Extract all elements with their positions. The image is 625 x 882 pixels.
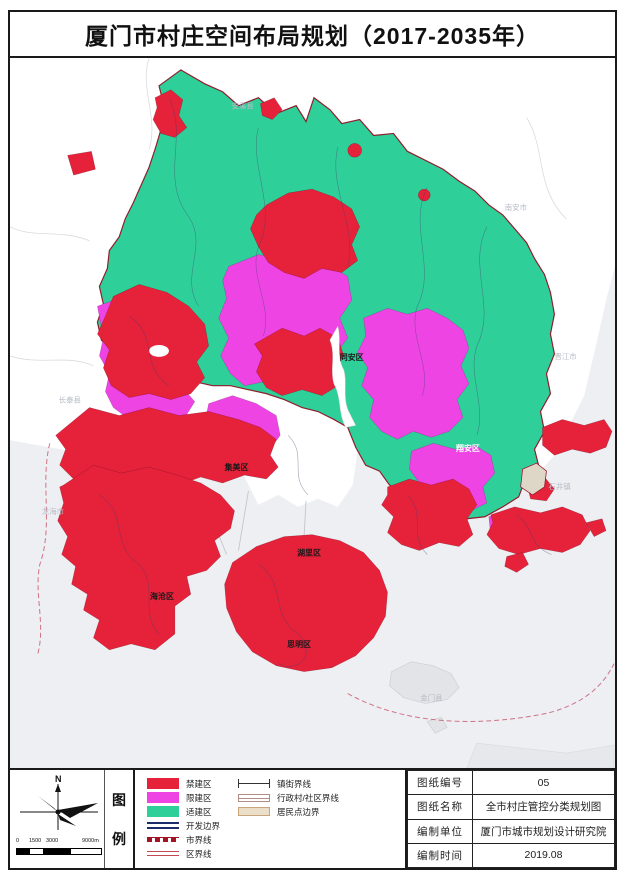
legend-swatch-thin-double-line: [147, 851, 179, 856]
info-row-value: 厦门市城市规划设计研究院: [472, 818, 615, 844]
settlement-patch: [520, 462, 547, 496]
legend-item: 开发边界: [147, 820, 220, 831]
info-row-label: 编制时间: [407, 842, 473, 869]
neighbor-label: 晋江市: [554, 351, 577, 361]
compass-east-lobe: [58, 803, 98, 818]
district-label: 湖里区: [297, 547, 321, 557]
info-row: 编制单位 厦门市城市规划设计研究院: [407, 818, 615, 844]
scale-label: 1500: [29, 838, 42, 844]
legend-item: 区界线: [147, 848, 220, 859]
scale-label: 0: [16, 838, 20, 844]
info-row: 编制时间 2019.08: [407, 842, 615, 869]
legend-label: 市界线: [186, 834, 212, 845]
compass-rose: N: [20, 774, 98, 830]
legend-item: 行政村/社区界线: [238, 792, 339, 803]
legend-box: 禁建区限建区适建区开发边界市界线区界线 镇街界线行政村/社区界线 居民点边界: [135, 770, 407, 868]
scale-label: 9000m: [82, 838, 99, 844]
zone-forbidden-group: [55, 89, 613, 672]
neighbor-admin-lines: [10, 58, 567, 367]
info-row-value: 05: [472, 769, 615, 796]
gray-islands: [389, 661, 615, 768]
city-boundary-dash: [37, 443, 615, 722]
legend-swatch-fill: [147, 806, 179, 817]
info-row-label: 图纸编号: [407, 769, 473, 796]
legend-label: 禁建区: [186, 778, 212, 789]
legend-swatch-tan-rect: [238, 807, 271, 816]
neighbor-label: 长泰县: [59, 395, 82, 405]
admin-boundary-lines: [99, 97, 552, 667]
neighbor-label: 石井镇: [548, 481, 571, 491]
legend-swatch-tick-line: [238, 779, 271, 788]
legend-label: 镇街界线: [277, 778, 312, 789]
plan-sheet: 厦门市村庄空间布局规划（2017-2035年）: [8, 10, 617, 870]
legend-swatch-dash-line: [147, 837, 179, 842]
legend-item: 居民点边界: [238, 806, 339, 817]
neighbor-label: 安溪县: [232, 101, 255, 111]
legend-swatch-double-line: [147, 822, 179, 829]
page-title: 厦门市村庄空间布局规划（2017-2035年）: [85, 23, 540, 49]
info-row-value: 全市村庄管控分类规划图: [472, 794, 615, 820]
river-and-reservoir: [149, 325, 357, 428]
scale-labels: 0 1500 3000 9000m: [16, 838, 100, 846]
district-label: 集美区: [224, 462, 249, 472]
legend-item: 禁建区: [147, 778, 220, 789]
info-row-label: 编制单位: [407, 818, 473, 844]
legend-label: 限建区: [186, 792, 212, 803]
map-area: 同安区翔安区集美区湖里区海沧区思明区 安溪县南安市晋江市长泰县龙海市 石井镇金门县: [10, 58, 615, 768]
compass-nw-lobe: [38, 796, 58, 812]
north-label: N: [55, 774, 62, 784]
info-row: 图纸编号 05: [407, 769, 615, 796]
legend-label: 居民点边界: [277, 806, 320, 817]
title-bar: 厦门市村庄空间布局规划（2017-2035年）: [10, 12, 615, 58]
legend-item: 市界线: [147, 834, 220, 845]
district-label: 思明区: [287, 640, 311, 649]
legend-label: 开发边界: [186, 820, 221, 831]
legend-swatch-fill: [147, 778, 179, 789]
district-label: 翔安区: [455, 443, 480, 453]
neighbor-label: 金门县: [420, 692, 443, 702]
info-row-value: 2019.08: [472, 842, 615, 869]
info-row-label: 图纸名称: [407, 794, 473, 820]
legend-item: 限建区: [147, 792, 220, 803]
district-label: 海沧区: [150, 591, 174, 601]
legend-label: 行政村/社区界线: [277, 792, 339, 803]
info-row: 图纸名称 全市村庄管控分类规划图: [407, 794, 615, 820]
title-block: 图纸编号 05 图纸名称 全市村庄管控分类规划图 编制单位 厦门市城市规划设计研究院 编制时…: [407, 769, 615, 869]
legend-column-left: 禁建区限建区适建区开发边界市界线区界线: [147, 778, 220, 864]
bottom-bar: N 0 1500 3000 9000m 图 例 禁建区限建区适建区开发边界市界线区界线…: [10, 768, 615, 869]
legend-swatch-fill: [147, 792, 179, 803]
legend-item: 镇街界线: [238, 778, 339, 789]
scale-bar: [16, 848, 102, 855]
legend-label: 区界线: [186, 848, 212, 859]
legend-column-right: 镇街界线行政村/社区界线 居民点边界: [238, 778, 339, 864]
neighbor-label: 南安市: [505, 202, 528, 212]
legend-label: 适建区: [186, 806, 212, 817]
compass-box: N 0 1500 3000 9000m: [10, 770, 105, 868]
legend-item: 适建区: [147, 806, 220, 817]
legend-title-char: 例: [112, 830, 126, 847]
legend-swatch-outline-rect: [238, 793, 271, 802]
legend-title-char: 图: [112, 791, 126, 808]
district-label: 同安区: [340, 352, 364, 362]
legend-title-box: 图 例: [105, 770, 135, 868]
scale-label: 3000: [46, 838, 59, 844]
neighbor-label: 龙海市: [42, 506, 65, 516]
